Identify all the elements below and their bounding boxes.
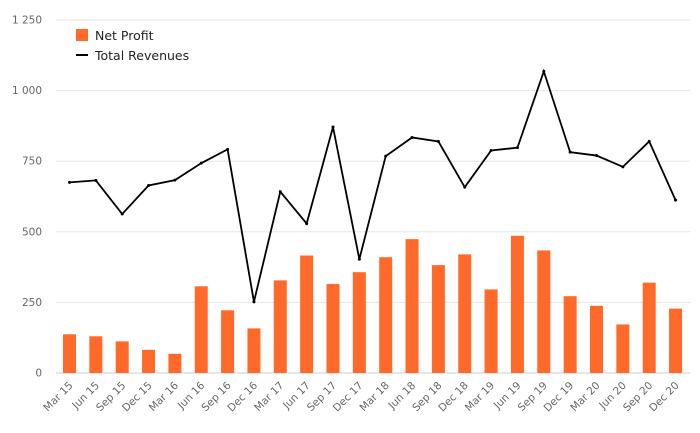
point-total-revenues[interactable] <box>68 180 71 184</box>
bar-net-profit[interactable] <box>616 324 630 373</box>
bar-net-profit[interactable] <box>405 239 419 373</box>
point-total-revenues[interactable] <box>278 190 282 194</box>
x-tick-label: Mar 20 <box>568 380 602 414</box>
point-total-revenues[interactable] <box>436 139 440 143</box>
point-total-revenues[interactable] <box>568 150 572 154</box>
point-total-revenues[interactable] <box>357 257 361 261</box>
point-total-revenues[interactable] <box>226 147 230 151</box>
bar-net-profit[interactable] <box>168 353 182 373</box>
bar-net-profit[interactable] <box>431 265 445 373</box>
x-tick-label: Mar 19 <box>463 380 497 414</box>
bar-net-profit[interactable] <box>590 305 603 373</box>
x-tick-label: Mar 16 <box>147 379 182 414</box>
x-tick-label: Dec 20 <box>647 380 682 415</box>
point-total-revenues[interactable] <box>173 178 177 182</box>
bar-net-profit[interactable] <box>510 235 524 373</box>
bar-net-profit[interactable] <box>63 334 76 373</box>
x-tick-label: Mar 15 <box>41 380 75 414</box>
y-tick-label: 1 250 <box>12 15 42 27</box>
total-revenues-line[interactable] <box>69 68 677 303</box>
y-tick-label: 750 <box>22 156 42 168</box>
legend-label-total-revenues: Total Revenues <box>94 48 189 63</box>
bar-net-profit[interactable] <box>669 308 683 373</box>
grid-lines <box>56 19 690 374</box>
y-axis-ticks: 0 250 500 750 1 000 1 250 <box>12 15 42 380</box>
legend-label-net-profit: Net Profit <box>95 28 154 43</box>
bar-net-profit[interactable] <box>484 289 498 373</box>
legend[interactable]: Net Profit Total Revenues <box>76 28 189 63</box>
point-total-revenues[interactable] <box>94 178 98 182</box>
point-total-revenues[interactable] <box>410 135 414 139</box>
point-total-revenues[interactable] <box>647 139 651 143</box>
point-total-revenues[interactable] <box>252 300 256 304</box>
legend-item-total-revenues[interactable]: Total Revenues <box>76 48 189 63</box>
y-tick-label: 250 <box>22 297 42 309</box>
y-tick-label: 1 000 <box>12 85 42 97</box>
bar-net-profit[interactable] <box>273 280 287 373</box>
point-total-revenues[interactable] <box>120 212 124 216</box>
bar-net-profit[interactable] <box>247 328 261 373</box>
bar-net-profit[interactable] <box>300 255 314 373</box>
bar-net-profit[interactable] <box>537 250 551 373</box>
legend-swatch-net-profit <box>76 29 88 41</box>
bar-net-profit[interactable] <box>458 254 472 373</box>
total-revenues-line-group <box>68 68 678 304</box>
point-total-revenues[interactable] <box>489 148 493 152</box>
bar-net-profit[interactable] <box>115 341 129 373</box>
point-total-revenues[interactable] <box>199 161 203 165</box>
point-total-revenues[interactable] <box>595 154 598 158</box>
bar-net-profit[interactable] <box>379 257 393 373</box>
bar-net-profit[interactable] <box>89 336 103 373</box>
point-total-revenues[interactable] <box>331 125 335 129</box>
bar-net-profit[interactable] <box>194 286 208 373</box>
point-total-revenues[interactable] <box>463 185 467 189</box>
point-total-revenues[interactable] <box>384 154 388 158</box>
bar-net-profit[interactable] <box>352 272 366 373</box>
net-profit-bars <box>63 235 683 373</box>
point-total-revenues[interactable] <box>147 183 151 187</box>
x-tick-label: Mar 17 <box>252 380 286 414</box>
y-tick-label: 0 <box>35 368 42 380</box>
point-total-revenues[interactable] <box>542 69 546 73</box>
bar-net-profit[interactable] <box>563 296 577 373</box>
bar-net-profit[interactable] <box>142 349 156 373</box>
y-tick-label: 500 <box>22 226 42 238</box>
bar-net-profit[interactable] <box>326 284 340 373</box>
point-total-revenues[interactable] <box>674 198 678 202</box>
point-total-revenues[interactable] <box>621 165 625 169</box>
point-total-revenues[interactable] <box>515 146 519 150</box>
bar-net-profit[interactable] <box>642 282 656 373</box>
legend-item-net-profit[interactable]: Net Profit <box>76 28 154 43</box>
x-tick-label: Mar 18 <box>358 380 392 414</box>
point-total-revenues[interactable] <box>305 222 309 226</box>
bar-net-profit[interactable] <box>221 310 235 373</box>
